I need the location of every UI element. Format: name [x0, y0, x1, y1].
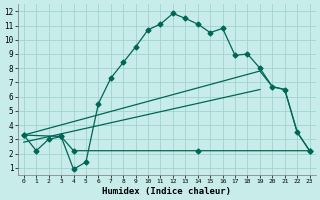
- X-axis label: Humidex (Indice chaleur): Humidex (Indice chaleur): [102, 187, 231, 196]
